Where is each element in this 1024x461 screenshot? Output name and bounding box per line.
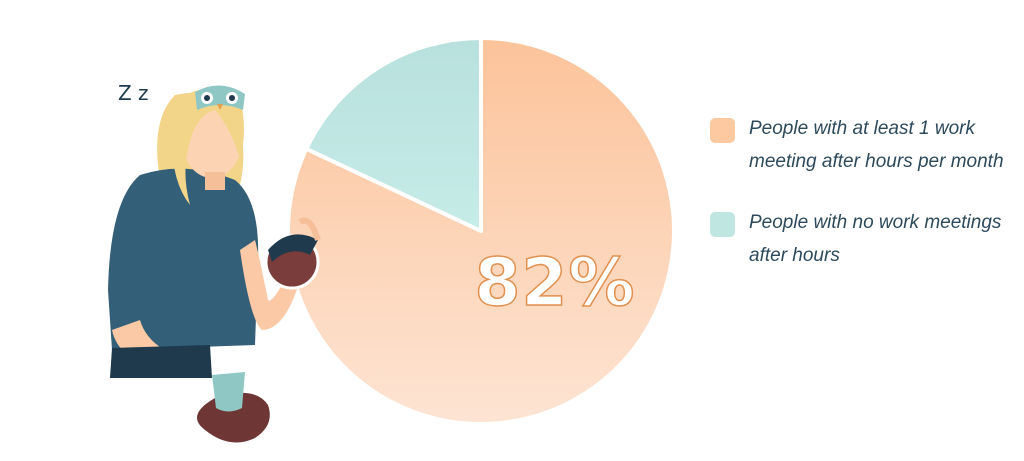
sleepy-woman-illustration: Z z (108, 81, 321, 443)
snore-text: Z z (118, 81, 149, 105)
legend: People with at least 1 work meeting afte… (710, 112, 1024, 300)
pie-slice-2 (304, 36, 483, 233)
legend-label: People with no work meetings after hours (749, 212, 1002, 266)
legend-item-no-meetings: People with no work meetings after hours (710, 206, 1024, 272)
data-label-82: 82% (475, 244, 636, 321)
legend-item-after-hours: People with at least 1 work meeting afte… (710, 112, 1024, 178)
legend-label: People with at least 1 work meeting afte… (749, 118, 1004, 172)
legend-swatch-teal (710, 212, 735, 237)
legend-swatch-orange (710, 118, 735, 143)
